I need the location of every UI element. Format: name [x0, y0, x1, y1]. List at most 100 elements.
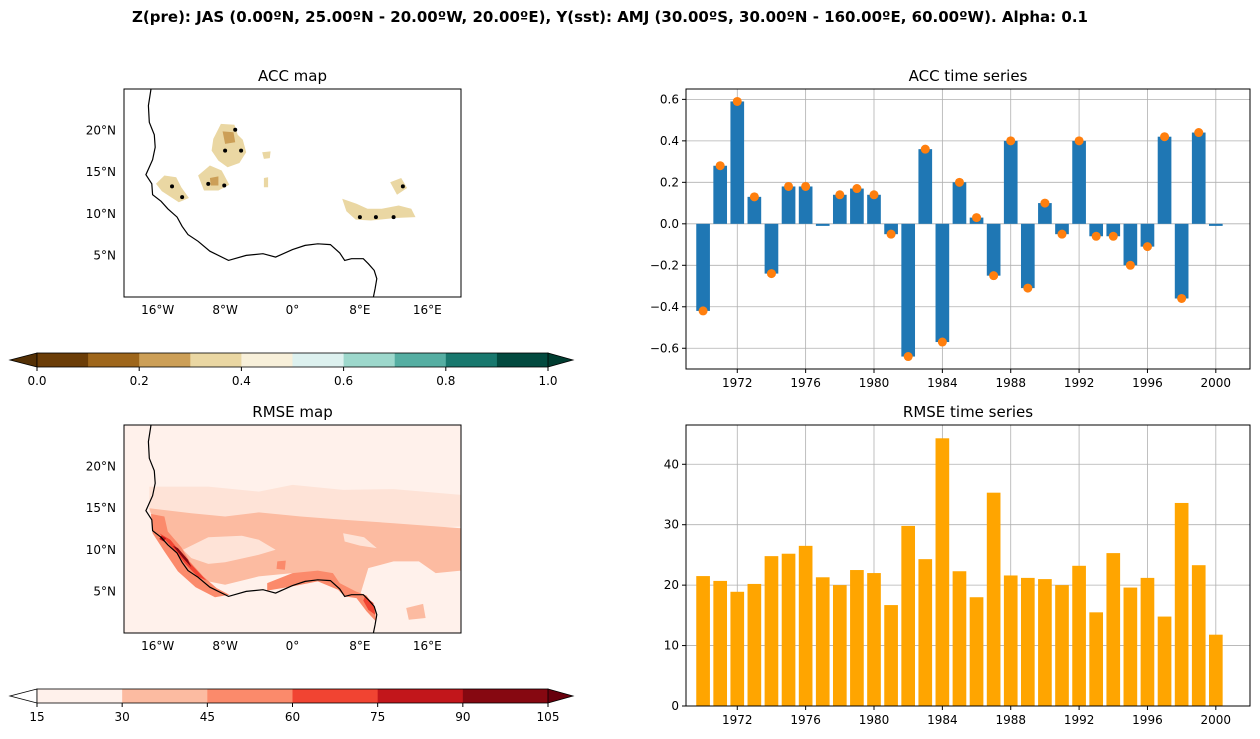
acc_ts-marker — [1125, 260, 1135, 270]
acc_ts-bar — [935, 223, 950, 343]
acc_ts-marker — [954, 177, 964, 187]
rmse_ts-bar — [1140, 577, 1155, 706]
acc_map-xtick-label: 16°W — [141, 303, 174, 317]
rmse_ts-bar — [713, 580, 728, 706]
acc_ts-xtick-label: 2000 — [1201, 376, 1232, 390]
acc_ts-bar — [1157, 136, 1172, 224]
acc_ts-bar — [764, 223, 779, 274]
rmse_ts-bar — [1020, 577, 1035, 706]
acc_ts-bar — [901, 223, 916, 357]
rmse_ts-bar — [747, 583, 762, 706]
rmse-level-90 — [172, 545, 192, 568]
rmse_map-colorbar-tick-label: 45 — [200, 710, 215, 724]
acc_ts-marker — [1074, 136, 1084, 146]
rmse_ts-bar — [764, 556, 779, 706]
acc_map-colorbar-tick-label: 0.4 — [232, 374, 251, 388]
acc_map-field — [145, 89, 416, 297]
acc-significant-area — [262, 151, 271, 159]
rmse_ts-bar — [918, 559, 933, 706]
acc_ts-marker — [886, 229, 896, 239]
acc_map-ytick-label: 15°N — [86, 165, 116, 179]
acc_map-colorbar-segment — [496, 353, 549, 367]
acc_map-colorbar-frame — [36, 352, 549, 368]
acc_ts-xtick-label: 1980 — [859, 376, 890, 390]
rmse-level-30 — [406, 603, 426, 620]
rmse_map-xtick-label: 8°E — [349, 639, 370, 653]
rmse_ts-bar — [1208, 634, 1223, 706]
acc_ts-marker — [869, 190, 879, 200]
rmse_map-colorbar-tick-label: 15 — [29, 710, 44, 724]
rmse_map-title: RMSE map — [252, 403, 332, 421]
rmse_ts-bar — [1174, 502, 1189, 706]
significance-dot — [400, 184, 405, 189]
acc_ts-panel: ACC time series 1972 1976 1980 1984 1988 1992 1… — [650, 67, 1251, 390]
acc_map-colorbar-segment — [343, 353, 396, 367]
acc_ts-bar — [798, 186, 813, 224]
acc_map-ytick-label: 10°N — [86, 207, 116, 221]
acc_ts-marker — [937, 337, 947, 347]
acc_map-colorbar-segment — [139, 353, 191, 367]
acc_ts-bar — [1089, 223, 1104, 237]
acc_map-colorbar-over — [547, 352, 575, 368]
acc_ts-marker — [749, 192, 759, 202]
rmse_ts-ytick-label: 0 — [671, 699, 679, 713]
acc_map-colorbar-segment — [394, 353, 447, 367]
acc_ts-bar — [952, 182, 967, 224]
acc_ts-bar — [1208, 223, 1223, 226]
rmse_ts-bar — [901, 525, 916, 706]
acc_map-colorbar-segment — [88, 353, 140, 367]
acc_map-panel: ACC map 16°W 8°W 0° 8°E 16°E 5°N 10°N 15°N 20°N — [86, 67, 462, 317]
acc_map-colorbar-tick-label: 0.2 — [130, 374, 149, 388]
significance-dot — [233, 127, 238, 132]
acc_ts-bar — [1191, 132, 1206, 224]
significance-dot — [373, 215, 378, 220]
rmse_ts-bar — [850, 570, 864, 706]
acc_ts-xtick-label: 1996 — [1132, 376, 1163, 390]
rmse_ts-bar — [1191, 565, 1206, 706]
acc_ts-bar — [730, 101, 745, 224]
acc_map-colorbar-segment — [37, 353, 89, 367]
acc_ts-marker — [1108, 231, 1118, 241]
figure-title: Z(pre): JAS (0.00ºN, 25.00ºN - 20.00ºW, … — [132, 8, 1088, 26]
acc-high-area — [222, 131, 236, 144]
rmse_ts-xtick-label: 1972 — [722, 713, 753, 727]
acc_ts-marker — [698, 306, 708, 316]
rmse_ts-bar — [730, 591, 745, 706]
acc_map-colorbar-under — [8, 352, 38, 368]
acc_ts-bar — [867, 194, 881, 224]
acc_ts-marker — [1177, 293, 1187, 303]
acc_ts-xtick-label: 1992 — [1064, 376, 1095, 390]
acc_ts-marker — [1142, 242, 1152, 252]
rmse_ts-bar — [969, 597, 984, 706]
acc_ts-marker — [972, 213, 982, 223]
acc_ts-marker — [989, 271, 999, 281]
rmse_ts-bar — [1055, 585, 1069, 706]
acc_ts-bar — [1003, 140, 1018, 224]
rmse_map-colorbar-tick-label: 75 — [370, 710, 385, 724]
acc_ts-marker — [1023, 283, 1033, 293]
acc_map-colorbar-segment — [190, 353, 242, 367]
rmse_map-colorbar-tick-label: 90 — [455, 710, 470, 724]
rmse_map-colorbar-tick-label: 30 — [115, 710, 130, 724]
acc-significant-area — [211, 123, 247, 168]
rmse_map-colorbar-segment — [377, 689, 464, 703]
rmse-level-45 — [267, 570, 376, 622]
acc_ts-bar — [781, 186, 796, 224]
acc_ts-marker — [1194, 128, 1204, 138]
acc_ts-bar — [1123, 223, 1138, 266]
acc_ts-marker — [784, 181, 794, 191]
acc_ts-bar — [832, 194, 847, 224]
acc_ts-xtick-label: 1972 — [722, 376, 753, 390]
acc_ts-xtick-label: 1988 — [995, 376, 1026, 390]
acc_ts-bar — [1140, 223, 1155, 247]
rmse_ts-title: RMSE time series — [903, 403, 1033, 421]
rmse_ts-bar — [1003, 575, 1018, 706]
acc_ts-bar — [696, 223, 710, 311]
rmse-level-30 — [149, 508, 461, 596]
rmse_ts-xtick-label: 1988 — [995, 713, 1026, 727]
acc_map-xtick-label: 0° — [286, 303, 300, 317]
acc_map-colorbar-segment — [292, 353, 345, 367]
rmse_map-colorbar-over — [547, 688, 575, 704]
rmse_ts-bar — [1089, 612, 1104, 706]
